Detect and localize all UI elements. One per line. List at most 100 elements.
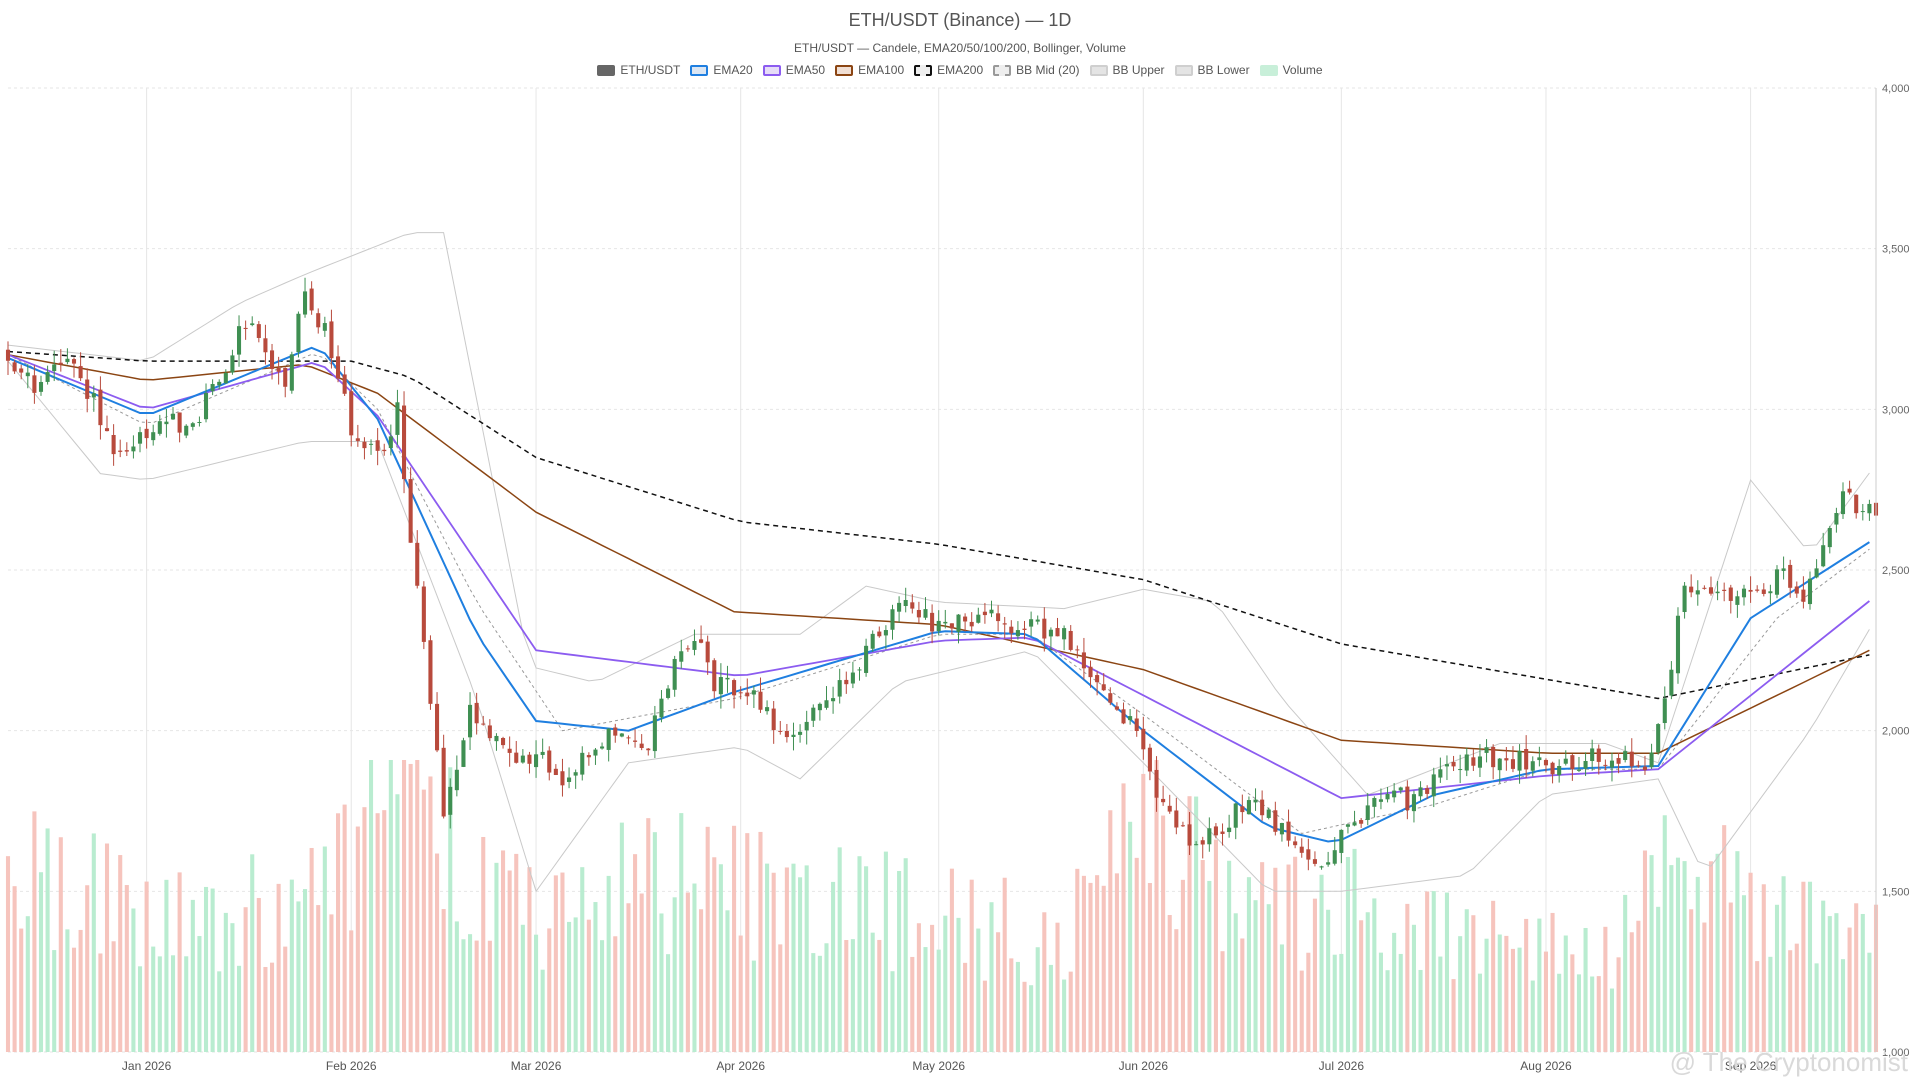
candle	[1141, 716, 1146, 760]
volume-bar	[1491, 900, 1496, 1052]
volume-bar	[864, 866, 869, 1052]
candle-body	[1642, 766, 1648, 771]
volume-bar	[1233, 913, 1238, 1052]
volume-bar	[1497, 934, 1502, 1052]
volume-bar	[468, 934, 473, 1052]
legend-item[interactable]: EMA200	[914, 63, 983, 77]
y-tick-label: 2,500	[1882, 565, 1910, 577]
candle-body	[1827, 528, 1832, 548]
candle	[1583, 752, 1588, 776]
legend-item[interactable]: BB Upper	[1089, 63, 1165, 77]
volume-bar	[778, 944, 783, 1052]
candle-body	[949, 623, 954, 629]
candle-body	[514, 752, 519, 763]
legend-label: BB Lower	[1197, 63, 1250, 77]
candle-body	[25, 372, 30, 377]
candle-body	[302, 291, 308, 315]
candle-body	[1524, 749, 1529, 770]
candle-body	[864, 645, 869, 673]
volume-bar	[1728, 902, 1733, 1052]
candle-body	[1629, 751, 1634, 767]
volume-bar	[190, 899, 195, 1052]
volume-bar	[395, 794, 400, 1052]
volume-bar	[1273, 867, 1278, 1052]
candle-body	[639, 743, 644, 749]
candle-body	[1134, 718, 1139, 731]
candle	[402, 391, 407, 494]
volume-bar	[1365, 912, 1370, 1052]
candle-body	[296, 313, 301, 353]
legend-item[interactable]: Volume	[1259, 63, 1323, 77]
candle	[844, 671, 849, 694]
candle-body	[1273, 810, 1278, 832]
volume-bar	[520, 924, 525, 1052]
legend-item[interactable]: ETH/USDT	[597, 63, 680, 77]
candle	[289, 351, 294, 394]
volume-bar	[679, 813, 684, 1052]
volume-bar	[831, 881, 836, 1052]
candle	[1755, 585, 1760, 593]
candle-body	[593, 749, 598, 756]
volume-bar	[534, 934, 539, 1052]
candle	[501, 736, 506, 749]
candle	[1768, 584, 1773, 605]
volume-bar	[1623, 894, 1628, 1052]
volume-bar	[1801, 881, 1806, 1052]
candle	[12, 360, 17, 374]
candle	[71, 357, 77, 378]
candle-body	[316, 313, 321, 328]
candle-body	[811, 707, 816, 721]
candle-body	[798, 731, 803, 735]
volume-bar	[1161, 815, 1166, 1052]
legend-item[interactable]: BB Mid (20)	[993, 63, 1080, 77]
volume-bar	[296, 901, 301, 1052]
volume-bar	[1339, 953, 1344, 1052]
volume-bar	[824, 943, 829, 1052]
volume-bar	[745, 833, 750, 1052]
candle	[1623, 745, 1628, 763]
candle-body	[1590, 748, 1595, 762]
volume-bar	[1312, 898, 1317, 1052]
candle	[1207, 817, 1212, 852]
volume-bar	[989, 902, 994, 1052]
candle	[45, 365, 50, 385]
candle-body	[1048, 629, 1053, 637]
volume-bar	[1748, 872, 1753, 1052]
candle	[1306, 838, 1311, 871]
candle	[1385, 787, 1390, 803]
candle-body	[1035, 619, 1040, 622]
candle-body	[1444, 764, 1449, 767]
volume-bar	[335, 813, 341, 1052]
candle	[1669, 661, 1674, 700]
volume-bar	[1114, 873, 1119, 1052]
candle	[1702, 585, 1707, 590]
candle-body	[269, 350, 275, 369]
candle	[883, 625, 888, 650]
volume-bar	[236, 965, 242, 1052]
candle-body	[1220, 831, 1225, 834]
volume-bar	[1662, 815, 1667, 1052]
candle	[494, 733, 499, 751]
candle	[104, 415, 110, 432]
volume-bar	[1128, 821, 1133, 1052]
volume-bar	[388, 760, 393, 1052]
candle-body	[1438, 769, 1443, 778]
legend-item[interactable]: EMA20	[690, 63, 753, 77]
candle	[534, 740, 539, 778]
candle	[382, 443, 387, 456]
volume-bar	[1530, 980, 1535, 1052]
volume-bar	[791, 863, 796, 1052]
volume-bar	[923, 947, 928, 1052]
candle	[712, 658, 717, 699]
candle	[923, 597, 928, 620]
candle	[1840, 482, 1846, 519]
legend-item[interactable]: BB Lower	[1174, 63, 1250, 77]
candle-body	[1167, 805, 1172, 812]
candle	[1095, 671, 1100, 696]
candle-body	[1345, 824, 1350, 827]
legend-item[interactable]: EMA50	[762, 63, 825, 77]
volume-bar	[104, 843, 110, 1052]
candle	[1339, 829, 1344, 864]
legend-item[interactable]: EMA100	[835, 63, 904, 77]
legend-swatch	[1259, 64, 1278, 76]
